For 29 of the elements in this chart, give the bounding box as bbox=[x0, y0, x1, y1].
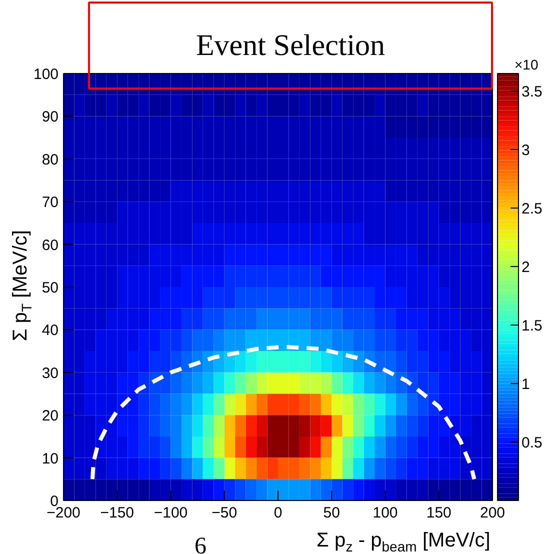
x-tick-label: 150 bbox=[426, 504, 452, 522]
y-tick-label: 40 bbox=[42, 322, 59, 340]
x-tick-label: −150 bbox=[100, 504, 134, 522]
y-tick-label: 100 bbox=[33, 66, 59, 83]
y-tick-label: 30 bbox=[42, 364, 59, 382]
y-tick-label: 90 bbox=[42, 108, 59, 126]
color-bar-label: 1 bbox=[522, 376, 530, 394]
y-tick-label: 60 bbox=[42, 236, 59, 254]
color-bar-title: ×10 bbox=[514, 56, 538, 72]
x-tick-label: −100 bbox=[154, 504, 188, 522]
y-axis-title: Σ pT [MeV/c] bbox=[10, 230, 34, 342]
color-bar-label: 0.5 bbox=[522, 434, 542, 452]
x-tick-label: 100 bbox=[372, 504, 398, 522]
color-bar-label: 1.5 bbox=[522, 318, 542, 335]
color-bar-label: 2 bbox=[522, 259, 530, 276]
y-tick-label: 50 bbox=[42, 280, 59, 296]
color-bar-label: 3 bbox=[522, 142, 530, 160]
x-tick-label: 0 bbox=[274, 504, 282, 522]
y-tick-label: 10 bbox=[42, 450, 59, 468]
x-tick-label: 200 bbox=[480, 504, 506, 522]
color-bar-label: 2.5 bbox=[522, 200, 542, 218]
y-tick-label: 80 bbox=[42, 151, 59, 168]
x-tick-label: −50 bbox=[212, 504, 238, 522]
x-tick-label: 50 bbox=[323, 504, 340, 522]
y-tick-label: 70 bbox=[42, 194, 59, 212]
chart-title: Event Selection bbox=[196, 29, 386, 62]
y-tick-label: 20 bbox=[42, 408, 59, 425]
color-bar-label: 3.5 bbox=[522, 84, 542, 101]
text: 6 bbox=[194, 534, 206, 554]
